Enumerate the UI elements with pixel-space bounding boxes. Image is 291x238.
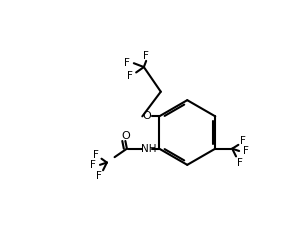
Text: F: F <box>240 136 246 146</box>
Text: F: F <box>96 171 102 181</box>
Text: F: F <box>243 146 249 156</box>
Text: F: F <box>93 150 99 160</box>
Text: F: F <box>143 51 149 61</box>
Text: O: O <box>121 131 130 141</box>
Text: F: F <box>127 71 133 81</box>
Text: F: F <box>90 160 96 170</box>
Text: F: F <box>124 58 130 68</box>
Text: NH: NH <box>141 144 156 154</box>
Text: F: F <box>237 158 243 168</box>
Text: O: O <box>143 111 151 121</box>
